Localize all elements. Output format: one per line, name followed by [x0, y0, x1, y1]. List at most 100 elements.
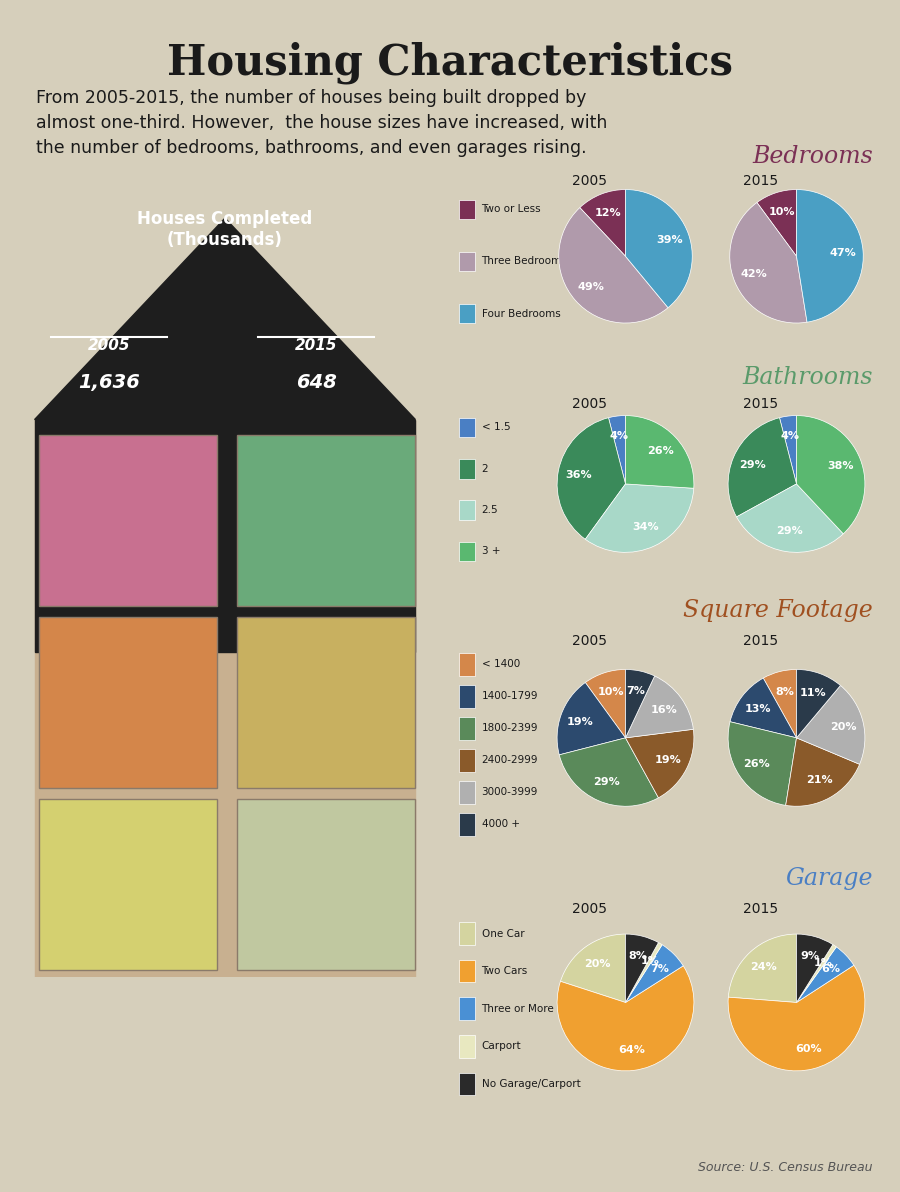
Wedge shape — [730, 203, 807, 323]
Text: 29%: 29% — [739, 460, 766, 470]
Text: 2005: 2005 — [572, 174, 607, 188]
FancyBboxPatch shape — [459, 200, 475, 219]
FancyBboxPatch shape — [459, 684, 475, 708]
FancyBboxPatch shape — [238, 435, 416, 606]
Text: 21%: 21% — [806, 775, 833, 784]
FancyBboxPatch shape — [459, 417, 475, 437]
Text: One Car: One Car — [482, 929, 524, 938]
Wedge shape — [728, 935, 796, 1002]
Text: No Garage/Carport: No Garage/Carport — [482, 1079, 580, 1088]
Text: Two or Less: Two or Less — [482, 204, 541, 215]
Text: 2015: 2015 — [742, 397, 778, 410]
Text: 47%: 47% — [830, 248, 857, 257]
Text: 2: 2 — [482, 464, 488, 473]
FancyBboxPatch shape — [459, 960, 475, 982]
Text: 19%: 19% — [567, 716, 594, 727]
Wedge shape — [736, 484, 843, 552]
Text: 2015: 2015 — [742, 634, 778, 648]
Text: Source: U.S. Census Bureau: Source: U.S. Census Bureau — [698, 1161, 873, 1174]
Text: 648: 648 — [295, 373, 337, 392]
FancyBboxPatch shape — [39, 435, 217, 606]
Text: 7%: 7% — [626, 687, 645, 696]
FancyBboxPatch shape — [459, 813, 475, 836]
Text: 4%: 4% — [610, 432, 629, 441]
Text: < 1400: < 1400 — [482, 659, 520, 669]
Text: 64%: 64% — [618, 1045, 645, 1055]
Wedge shape — [580, 190, 626, 256]
FancyBboxPatch shape — [459, 304, 475, 323]
Wedge shape — [585, 484, 694, 552]
Wedge shape — [626, 730, 694, 797]
Text: 9%: 9% — [800, 951, 819, 962]
Text: Four Bedrooms: Four Bedrooms — [482, 309, 560, 318]
Text: 1800-2399: 1800-2399 — [482, 724, 538, 733]
FancyBboxPatch shape — [459, 923, 475, 945]
Wedge shape — [559, 207, 668, 323]
Wedge shape — [626, 935, 659, 1002]
Text: 3000-3999: 3000-3999 — [482, 787, 538, 797]
Text: From 2005-2015, the number of houses being built dropped by
almost one-third. Ho: From 2005-2015, the number of houses bei… — [36, 89, 608, 157]
Wedge shape — [730, 678, 796, 738]
Wedge shape — [796, 670, 841, 738]
Text: Three Bedrooms: Three Bedrooms — [482, 256, 567, 267]
FancyBboxPatch shape — [34, 420, 416, 977]
Wedge shape — [796, 416, 865, 534]
Text: Houses Completed
(Thousands): Houses Completed (Thousands) — [138, 210, 312, 249]
Text: Garage: Garage — [786, 867, 873, 889]
Text: 1%: 1% — [814, 957, 832, 968]
Wedge shape — [561, 935, 626, 1002]
Text: 6%: 6% — [822, 964, 841, 974]
Text: 24%: 24% — [751, 962, 778, 973]
FancyBboxPatch shape — [238, 799, 416, 970]
Wedge shape — [786, 738, 860, 806]
Text: 20%: 20% — [584, 958, 610, 969]
FancyBboxPatch shape — [459, 781, 475, 803]
Wedge shape — [728, 966, 865, 1070]
FancyBboxPatch shape — [34, 420, 416, 652]
Text: 13%: 13% — [745, 703, 771, 714]
Text: 2005: 2005 — [572, 901, 607, 915]
Text: Housing Characteristics: Housing Characteristics — [167, 42, 733, 85]
Text: 39%: 39% — [656, 236, 683, 246]
Text: 12%: 12% — [595, 207, 622, 218]
Wedge shape — [626, 670, 654, 738]
Text: 8%: 8% — [628, 951, 647, 961]
Text: 26%: 26% — [647, 446, 674, 457]
Text: 2.5: 2.5 — [482, 505, 498, 515]
Text: 20%: 20% — [830, 721, 856, 732]
FancyBboxPatch shape — [459, 1073, 475, 1095]
Text: 1400-1799: 1400-1799 — [482, 691, 538, 701]
Wedge shape — [626, 416, 694, 489]
FancyBboxPatch shape — [39, 799, 217, 970]
Text: < 1.5: < 1.5 — [482, 422, 510, 433]
FancyBboxPatch shape — [459, 749, 475, 771]
Wedge shape — [557, 683, 626, 755]
Text: 10%: 10% — [769, 207, 796, 217]
Text: 29%: 29% — [593, 777, 620, 787]
FancyBboxPatch shape — [459, 501, 475, 520]
FancyBboxPatch shape — [459, 459, 475, 479]
Text: 49%: 49% — [577, 283, 604, 292]
FancyBboxPatch shape — [459, 998, 475, 1020]
Text: Two Cars: Two Cars — [482, 967, 527, 976]
Text: Bedrooms: Bedrooms — [752, 145, 873, 168]
Text: 34%: 34% — [633, 522, 659, 533]
Wedge shape — [796, 946, 854, 1002]
Text: 2005: 2005 — [88, 339, 130, 353]
Text: Three or More: Three or More — [482, 1004, 554, 1013]
Text: 1%: 1% — [641, 956, 660, 967]
FancyBboxPatch shape — [459, 253, 475, 271]
FancyBboxPatch shape — [459, 541, 475, 561]
Text: Carport: Carport — [482, 1042, 521, 1051]
Text: 7%: 7% — [650, 963, 669, 974]
Wedge shape — [796, 685, 865, 764]
Text: 1,636: 1,636 — [78, 373, 140, 392]
Wedge shape — [608, 416, 626, 484]
FancyBboxPatch shape — [459, 1035, 475, 1057]
FancyBboxPatch shape — [459, 716, 475, 740]
Text: 29%: 29% — [776, 526, 803, 536]
Text: 26%: 26% — [743, 759, 770, 769]
Text: 4000 +: 4000 + — [482, 819, 519, 830]
Text: 2005: 2005 — [572, 397, 607, 410]
Wedge shape — [796, 935, 832, 1002]
